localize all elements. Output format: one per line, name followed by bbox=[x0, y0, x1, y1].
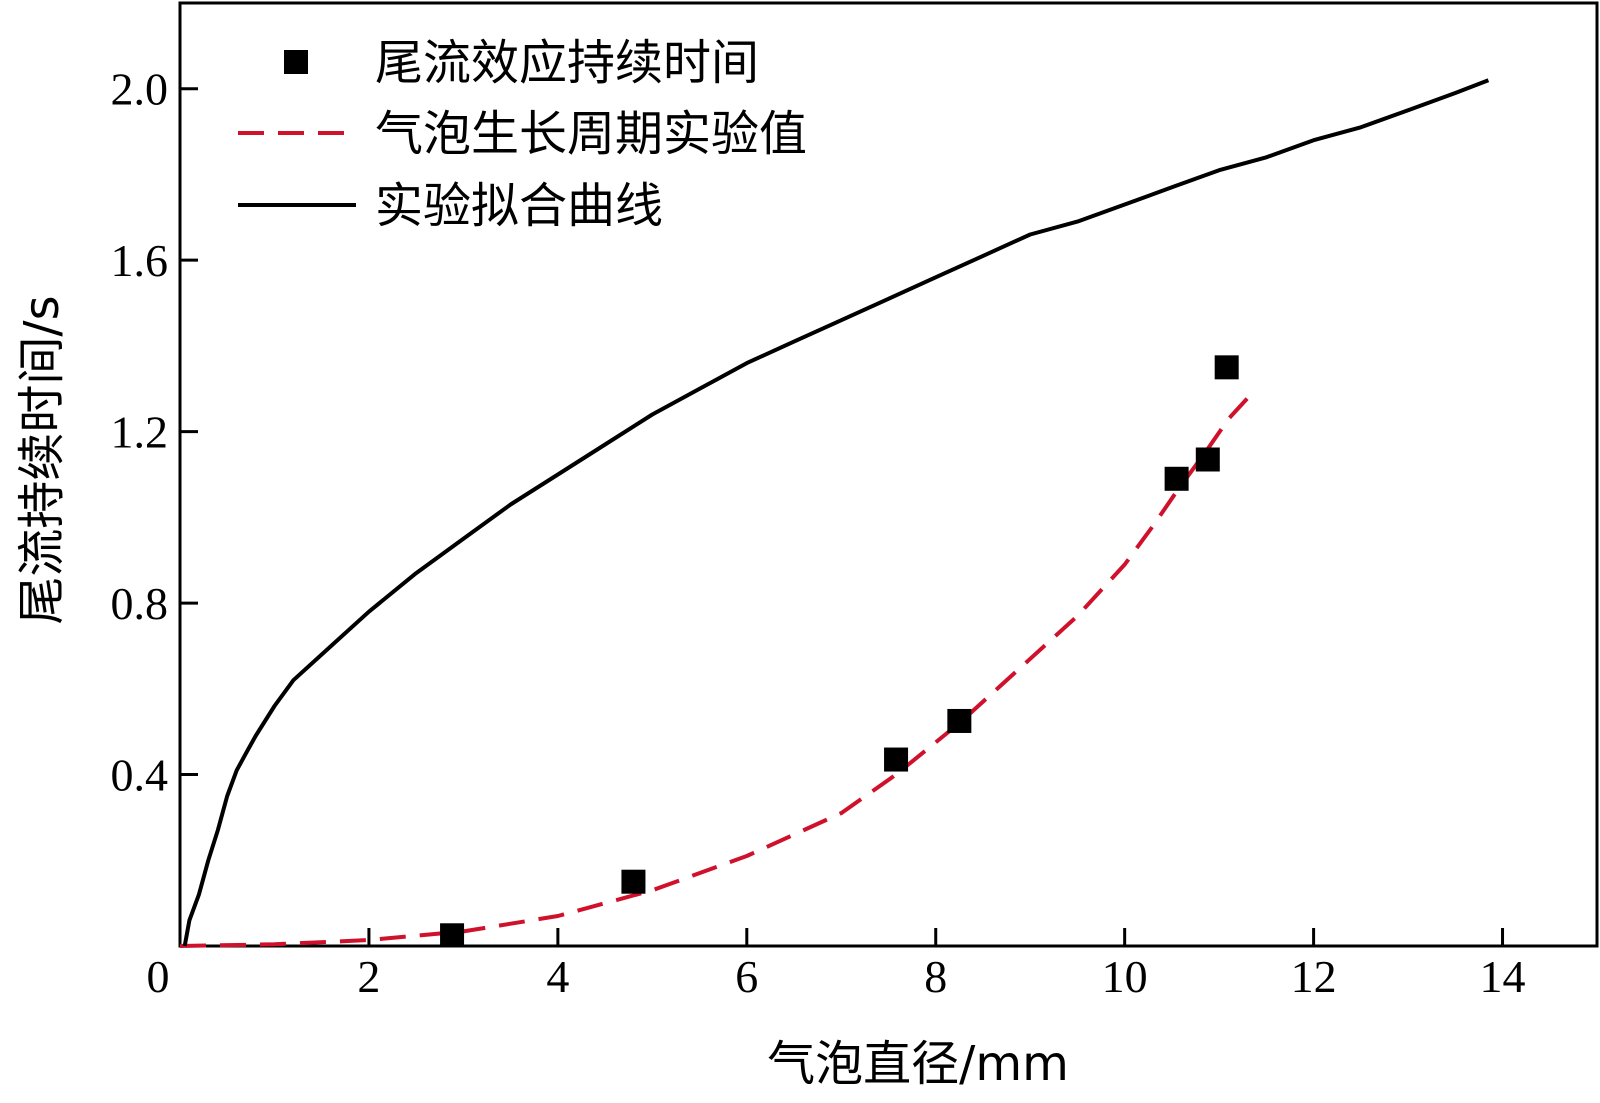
x-tick-label: 8 bbox=[924, 951, 947, 1002]
legend-label: 尾流效应持续时间 bbox=[375, 35, 759, 91]
legend-item-0: 尾流效应持续时间 bbox=[284, 35, 759, 91]
series-line-2 bbox=[182, 78, 1490, 947]
series-layer bbox=[179, 78, 1490, 948]
y-axis-title: 尾流持续时间/s bbox=[14, 295, 70, 624]
origin-label: 0 bbox=[147, 951, 170, 1002]
y-tick-label: 0.4 bbox=[111, 750, 169, 801]
x-tick-label: 6 bbox=[735, 951, 758, 1002]
legend-swatch-square bbox=[284, 50, 308, 74]
y-tick-label: 1.6 bbox=[111, 235, 169, 286]
x-tick-label: 10 bbox=[1102, 951, 1148, 1002]
scatter-point bbox=[1214, 355, 1239, 380]
legend-label: 实验拟合曲线 bbox=[375, 178, 663, 234]
x-tick-label: 14 bbox=[1480, 951, 1526, 1002]
x-axis-title: 气泡直径/mm bbox=[767, 1036, 1069, 1092]
scatter-point bbox=[884, 747, 909, 772]
scatter-point bbox=[947, 708, 972, 733]
x-tick-label: 4 bbox=[546, 951, 569, 1002]
x-tick-label: 2 bbox=[357, 951, 380, 1002]
plot-frame bbox=[178, 1, 1599, 948]
series-line-1 bbox=[179, 391, 1254, 948]
legend-item-2: 实验拟合曲线 bbox=[238, 178, 663, 234]
scatter-point bbox=[621, 869, 646, 894]
x-axis-ticks: 2 4 6 8 10 12 14 bbox=[357, 928, 1526, 1002]
scatter-point bbox=[440, 923, 465, 948]
scatter-point bbox=[1195, 447, 1220, 472]
y-tick-label: 2.0 bbox=[111, 64, 169, 115]
x-tick-label: 12 bbox=[1291, 951, 1337, 1002]
y-axis-ticks: 0.4 0.8 1.2 1.6 2.0 bbox=[111, 64, 198, 801]
y-tick-label: 0.8 bbox=[111, 578, 169, 629]
scatter-point bbox=[1164, 466, 1189, 491]
legend-label: 气泡生长周期实验值 bbox=[375, 106, 807, 162]
legend-item-1: 气泡生长周期实验值 bbox=[238, 106, 807, 162]
y-tick-label: 1.2 bbox=[111, 407, 169, 458]
